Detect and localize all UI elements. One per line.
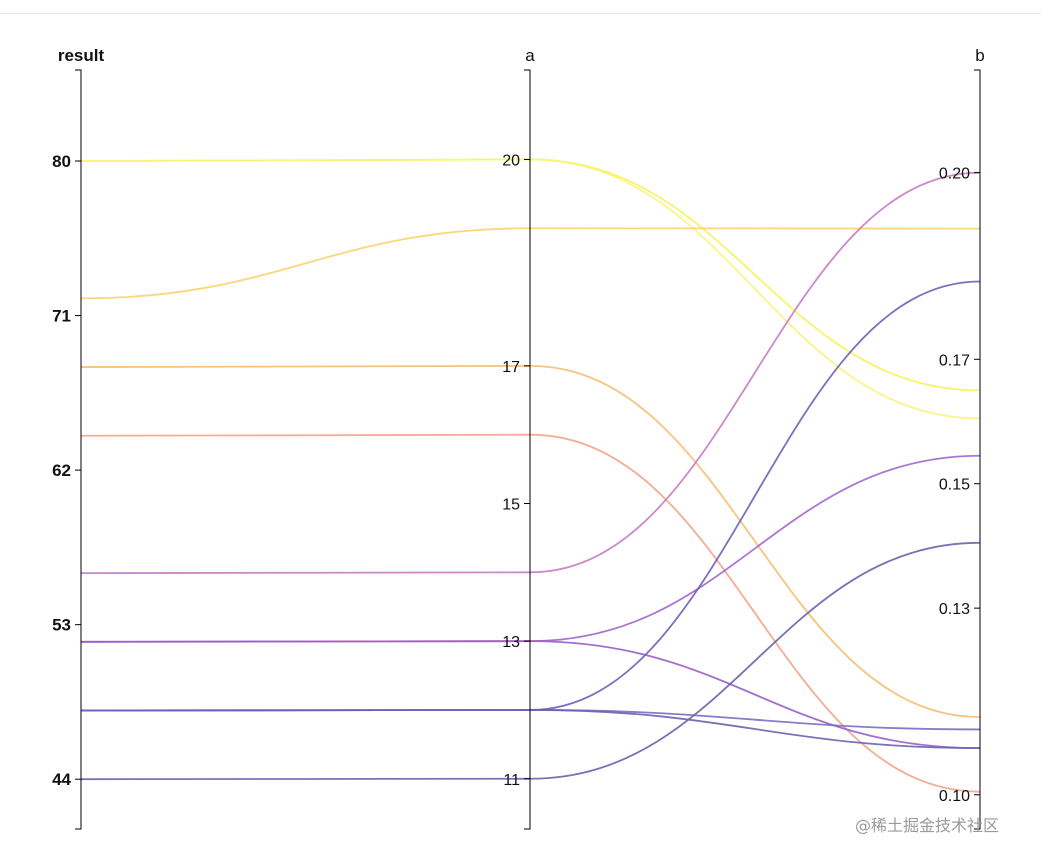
axis-line-result: [75, 69, 82, 830]
tick-label-a: 11: [503, 772, 520, 789]
tick-label-result: 80: [52, 152, 71, 171]
axis-line-b: [974, 69, 981, 830]
top-divider: [0, 13, 1041, 14]
tick-label-result: 62: [52, 461, 71, 480]
series-line-5[interactable]: [80, 433, 981, 793]
axis-b: b 0.10 0.13 0.15 0.17 0.20: [939, 46, 985, 830]
tick-label-result: 71: [52, 307, 71, 326]
series-line-6[interactable]: [80, 171, 981, 575]
tick-label-a: 15: [502, 497, 520, 514]
series-lines: [80, 158, 981, 793]
axis-a: a 11 13 15 17 20: [502, 46, 535, 830]
series-line-12[interactable]: [80, 541, 981, 781]
watermark: @稀土掘金技术社区: [855, 816, 1000, 835]
tick-label-b: 0.17: [939, 352, 970, 369]
axis-title-result[interactable]: result: [58, 46, 105, 65]
axis-result: result 44 53 62 71 80: [52, 46, 105, 830]
tick-label-b: 0.20: [939, 166, 970, 183]
series-line-2[interactable]: [80, 158, 981, 420]
tick-label-a: 13: [502, 634, 520, 651]
axis-title-b[interactable]: b: [975, 46, 984, 65]
tick-label-b: 0.13: [939, 601, 970, 618]
tick-label-a: 17: [502, 359, 520, 376]
axis-title-a[interactable]: a: [525, 46, 535, 65]
axes: result 44 53 62 71 80 a 11 13 15 17 20 b 0.10 0.13 0.15…: [52, 46, 985, 830]
tick-label-a: 20: [502, 152, 520, 169]
tick-label-result: 53: [52, 616, 71, 635]
series-line-4[interactable]: [80, 364, 981, 718]
tick-label-b: 0.15: [939, 477, 970, 494]
tick-label-b: 0.10: [939, 788, 970, 805]
tick-label-result: 44: [52, 770, 71, 789]
axis-line-a: [524, 69, 531, 830]
